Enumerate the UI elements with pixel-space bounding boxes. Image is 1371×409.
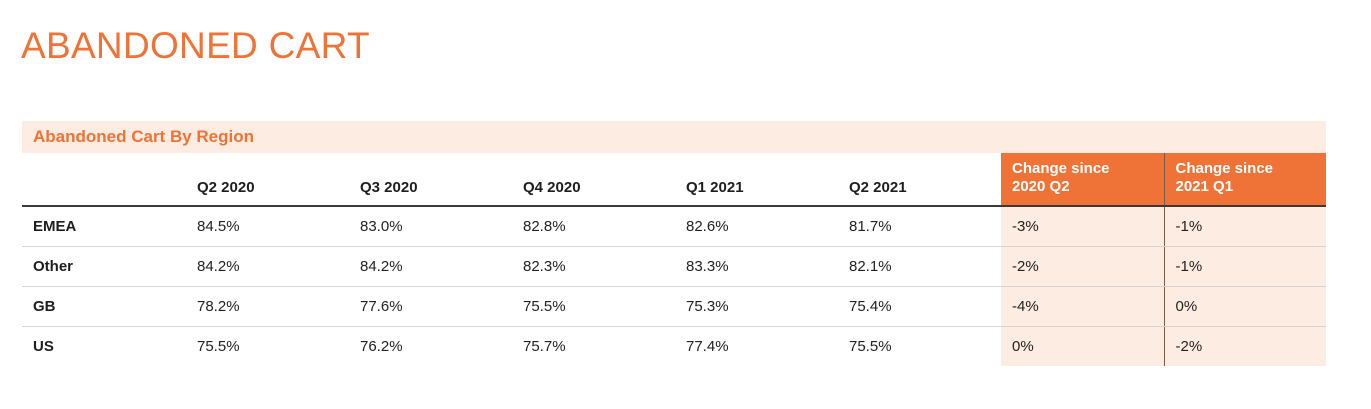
change-cell: 0% <box>1163 286 1326 327</box>
column-header-q1-2021: Q1 2021 <box>675 153 838 207</box>
table-cell: 83.0% <box>349 206 512 247</box>
row-region-label: EMEA <box>22 206 186 247</box>
table-cell: 75.5% <box>849 337 892 355</box>
change-cell: -2% <box>1001 246 1164 287</box>
row-region-label: US <box>33 337 54 355</box>
row-region-label: GB <box>22 286 186 327</box>
table-cell: 76.2% <box>360 337 403 355</box>
table-cell: 75.7% <box>523 337 566 355</box>
table-row: US 75.5% 76.2% 75.7% 77.4% 75.5% 0% -2% <box>22 326 1326 366</box>
change-cell: -2% <box>1163 326 1326 366</box>
table-cell: 82.1% <box>838 246 1001 287</box>
column-header-change-since-2020-q2: Change since 2020 Q2 <box>1001 153 1164 207</box>
table-cell: 84.5% <box>186 206 349 247</box>
change-cell: -3% <box>1001 206 1164 247</box>
column-header-q2-2020: Q2 2020 <box>186 153 349 207</box>
table-header-row: Q2 2020 Q3 2020 Q4 2020 Q1 2021 Q2 2021 <box>22 153 1326 207</box>
table-cell: 82.3% <box>512 246 675 287</box>
change-cell: -4% <box>1001 286 1164 327</box>
table-cell: 77.4% <box>686 337 729 355</box>
table-cell: 84.2% <box>186 246 349 287</box>
row-region-label: Other <box>22 246 186 287</box>
table-row: Other 84.2% 84.2% 82.3% 83.3% 82.1% -2% … <box>22 246 1326 287</box>
table-cell: 81.7% <box>838 206 1001 247</box>
table-cell: 82.6% <box>675 206 838 247</box>
column-header-q2-2021: Q2 2021 <box>838 153 1001 207</box>
table-cell: 84.2% <box>349 246 512 287</box>
table-cell: 75.3% <box>675 286 838 327</box>
page-title: ABANDONED CART <box>21 25 370 66</box>
table-cell: 77.6% <box>349 286 512 327</box>
column-header-q4-2020: Q4 2020 <box>512 153 675 207</box>
section-title: Abandoned Cart By Region <box>22 121 1326 153</box>
table-cell: 75.4% <box>838 286 1001 327</box>
abandoned-cart-table-panel: Abandoned Cart By Region Q2 2020 Q3 2020 <box>22 121 1326 366</box>
change-cell: -1% <box>1163 206 1326 247</box>
table-row: GB 78.2% 77.6% 75.5% 75.3% 75.4% -4% 0% <box>22 286 1326 327</box>
table-cell: 82.8% <box>512 206 675 247</box>
table-cell: 75.5% <box>197 337 240 355</box>
table-cell: 75.5% <box>512 286 675 327</box>
table-cell: 78.2% <box>186 286 349 327</box>
column-header-region <box>22 153 186 207</box>
change-cell: 0% <box>1001 326 1164 366</box>
column-header-q3-2020: Q3 2020 <box>349 153 512 207</box>
table-row: EMEA 84.5% 83.0% 82.8% 82.6% 81.7% -3% -… <box>22 206 1326 247</box>
change-cell: -1% <box>1163 246 1326 287</box>
abandoned-cart-table: Q2 2020 Q3 2020 Q4 2020 Q1 2021 Q2 2021 <box>22 153 1326 366</box>
column-header-change-since-2021-q1: Change since 2021 Q1 <box>1163 153 1326 207</box>
table-cell: 83.3% <box>675 246 838 287</box>
